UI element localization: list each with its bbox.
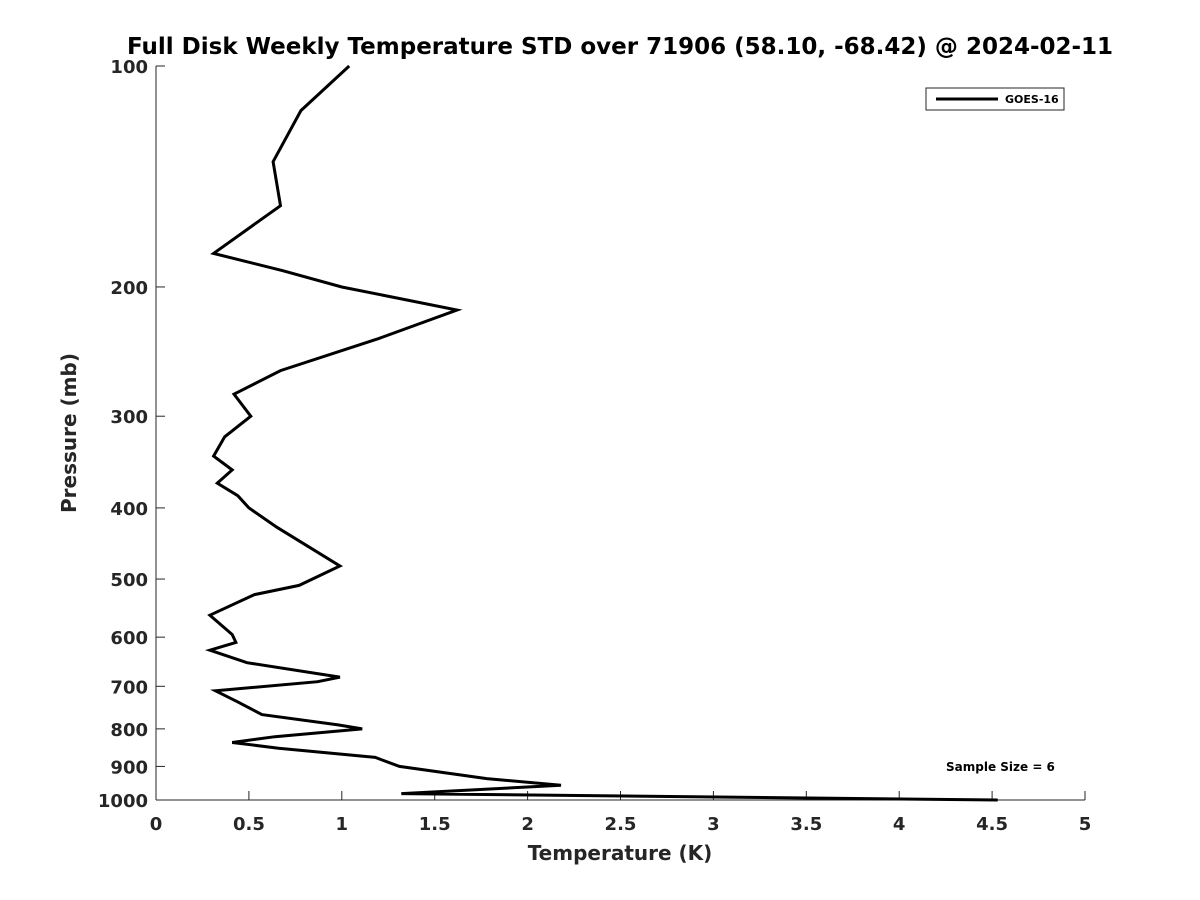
y-axis-label: Pressure (mb) xyxy=(57,353,81,513)
y-axis-ticks: 100 200 300 400 500 600 700 800 900 1000 xyxy=(98,57,165,812)
chart-title: Full Disk Weekly Temperature STD over 71… xyxy=(127,34,1113,60)
y-tick-label: 600 xyxy=(110,628,148,649)
x-tick-label: 4 xyxy=(893,814,906,835)
legend: GOES-16 xyxy=(925,87,1065,111)
y-tick-label: 300 xyxy=(110,407,148,428)
x-tick-label: 2 xyxy=(521,814,534,835)
y-tick-label: 900 xyxy=(110,757,148,778)
x-tick-label: 0.5 xyxy=(233,814,265,835)
series-layer xyxy=(204,64,998,802)
x-tick-label: 4.5 xyxy=(976,814,1008,835)
x-tick-label: 2.5 xyxy=(605,814,637,835)
sample-size-annotation: Sample Size = 6 xyxy=(946,760,1055,774)
y-tick-label: 800 xyxy=(110,720,148,741)
series-line xyxy=(204,64,998,802)
x-tick-label: 5 xyxy=(1079,814,1092,835)
x-tick-label: 1 xyxy=(336,814,349,835)
y-tick-label: 1000 xyxy=(98,791,148,812)
y-tick-label: 400 xyxy=(110,499,148,520)
x-axis-ticks: 0 0.5 1 1.5 2 2.5 3 3.5 4 4.5 5 xyxy=(150,791,1092,835)
x-tick-label: 3 xyxy=(707,814,720,835)
y-tick-label: 700 xyxy=(110,677,148,698)
x-axis-label: Temperature (K) xyxy=(528,841,713,865)
x-tick-label: 3.5 xyxy=(790,814,822,835)
y-tick-label: 100 xyxy=(110,57,148,78)
legend-label: GOES-16 xyxy=(1005,93,1059,106)
y-tick-label: 500 xyxy=(110,570,148,591)
y-tick-label: 200 xyxy=(110,278,148,299)
x-tick-label: 1.5 xyxy=(419,814,451,835)
x-tick-label: 0 xyxy=(150,814,163,835)
